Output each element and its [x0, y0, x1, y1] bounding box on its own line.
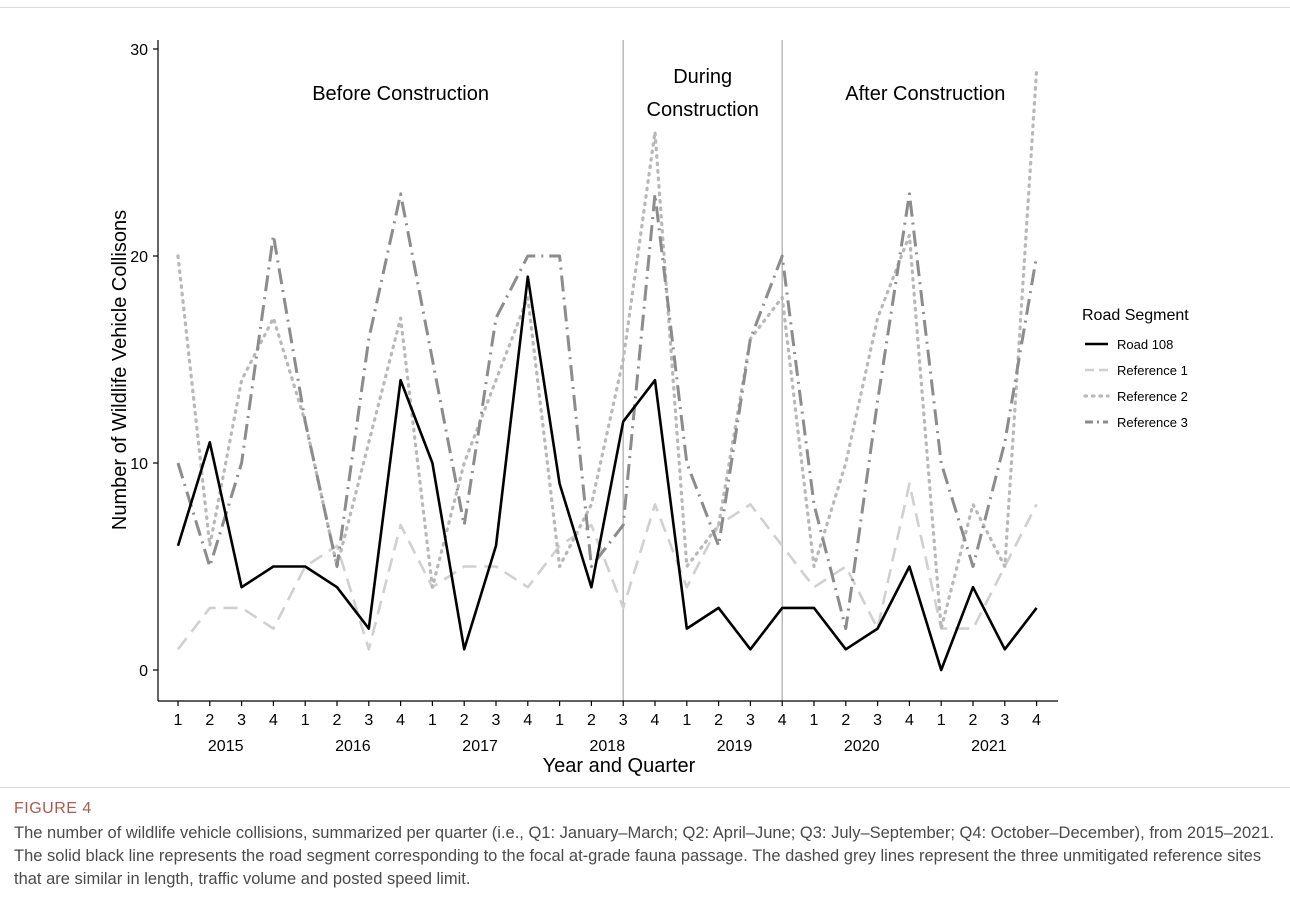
line-chart: 0 10 20 30 1 2 3 4 1 2 3 4 1 2 3 4 1 2 3 4 1 2 3 4 1 2 3 4 1 2 3 4 201… — [109, 40, 1189, 777]
x-tick-label-8: 4 — [396, 712, 405, 729]
year-label-2015: 2015 — [208, 738, 244, 755]
x-tick-label-19: 3 — [746, 712, 755, 729]
x-tick-label-5: 1 — [301, 712, 310, 729]
legend-title: Road Segment — [1082, 307, 1189, 324]
x-tick-label-18: 2 — [714, 712, 723, 729]
year-label-2018: 2018 — [590, 738, 626, 755]
legend-label-reference-3: Reference 3 — [1117, 415, 1188, 430]
y-ticks: 0 10 20 30 — [130, 42, 158, 680]
phase-label-1: Before Construction — [312, 83, 489, 105]
x-tick-label-24: 4 — [905, 712, 914, 729]
series-layer — [176, 68, 1039, 672]
legend-label-reference-1: Reference 1 — [1117, 363, 1188, 378]
x-tick-label-9: 1 — [428, 712, 437, 729]
series-line-road-108 — [176, 275, 1038, 672]
x-tick-label-15: 3 — [619, 712, 628, 729]
y-axis-title: Number of Wildlife Vehicle Collisons — [109, 210, 131, 530]
x-tick-label-17: 1 — [682, 712, 691, 729]
x-tick-label-11: 3 — [492, 712, 501, 729]
y-tick-label-10: 10 — [130, 456, 148, 473]
x-tick-label-4: 4 — [269, 712, 278, 729]
phase-label-3: After Construction — [845, 83, 1005, 105]
y-tick-label-30: 30 — [130, 42, 148, 59]
phase-labels: Before Construction During Construction Aft… — [312, 66, 1005, 121]
x-tick-label-2: 2 — [205, 712, 214, 729]
y-tick-label-0: 0 — [139, 663, 148, 680]
x-tick-label-7: 3 — [364, 712, 373, 729]
phase-label-2-line-2: Construction — [647, 99, 759, 121]
legend-label-road-108: Road 108 — [1117, 337, 1173, 352]
x-tick-label-21: 1 — [810, 712, 819, 729]
figure-label: FIGURE 4 — [14, 800, 92, 817]
x-axis-title: Year and Quarter — [543, 755, 696, 777]
phase-divider-lines — [622, 40, 783, 701]
x-tick-label-22: 2 — [841, 712, 850, 729]
x-tick-label-3: 3 — [237, 712, 246, 729]
x-tick-label-1: 1 — [174, 712, 183, 729]
top-rule — [0, 7, 1290, 8]
legend: Road Segment Road 108 Reference 1 Referenc… — [1082, 307, 1189, 430]
x-tick-label-20: 4 — [778, 712, 787, 729]
series-line-reference-2 — [176, 68, 1039, 631]
caption-rule — [0, 787, 1290, 788]
x-tick-label-14: 2 — [587, 712, 596, 729]
phase-label-2-line-1: During — [673, 66, 732, 88]
x-tick-label-28: 4 — [1032, 712, 1041, 729]
x-tick-label-10: 2 — [460, 712, 469, 729]
series-line-reference-3 — [176, 192, 1039, 631]
year-label-2020: 2020 — [844, 738, 880, 755]
x-tick-label-13: 1 — [555, 712, 564, 729]
year-label-2016: 2016 — [335, 738, 371, 755]
x-tick-label-27: 3 — [1000, 712, 1009, 729]
series-line-reference-1 — [176, 482, 1038, 651]
year-label-2021: 2021 — [971, 738, 1007, 755]
x-tick-label-23: 3 — [873, 712, 882, 729]
x-tick-label-12: 4 — [523, 712, 532, 729]
year-labels: 2015 2016 2017 2018 2019 2020 2021 — [208, 738, 1007, 755]
legend-label-reference-2: Reference 2 — [1117, 389, 1188, 404]
y-tick-label-20: 20 — [130, 249, 148, 266]
x-ticks: 1 2 3 4 1 2 3 4 1 2 3 4 1 2 3 4 1 2 3 4 1 2 3 4 1 2 3 4 — [174, 701, 1041, 729]
x-tick-label-6: 2 — [333, 712, 342, 729]
x-tick-label-25: 1 — [937, 712, 946, 729]
figure-caption: The number of wildlife vehicle collision… — [14, 824, 1275, 888]
year-label-2019: 2019 — [717, 738, 753, 755]
x-tick-label-16: 4 — [651, 712, 660, 729]
x-tick-label-26: 2 — [969, 712, 978, 729]
year-label-2017: 2017 — [462, 738, 498, 755]
axes — [157, 40, 1058, 702]
